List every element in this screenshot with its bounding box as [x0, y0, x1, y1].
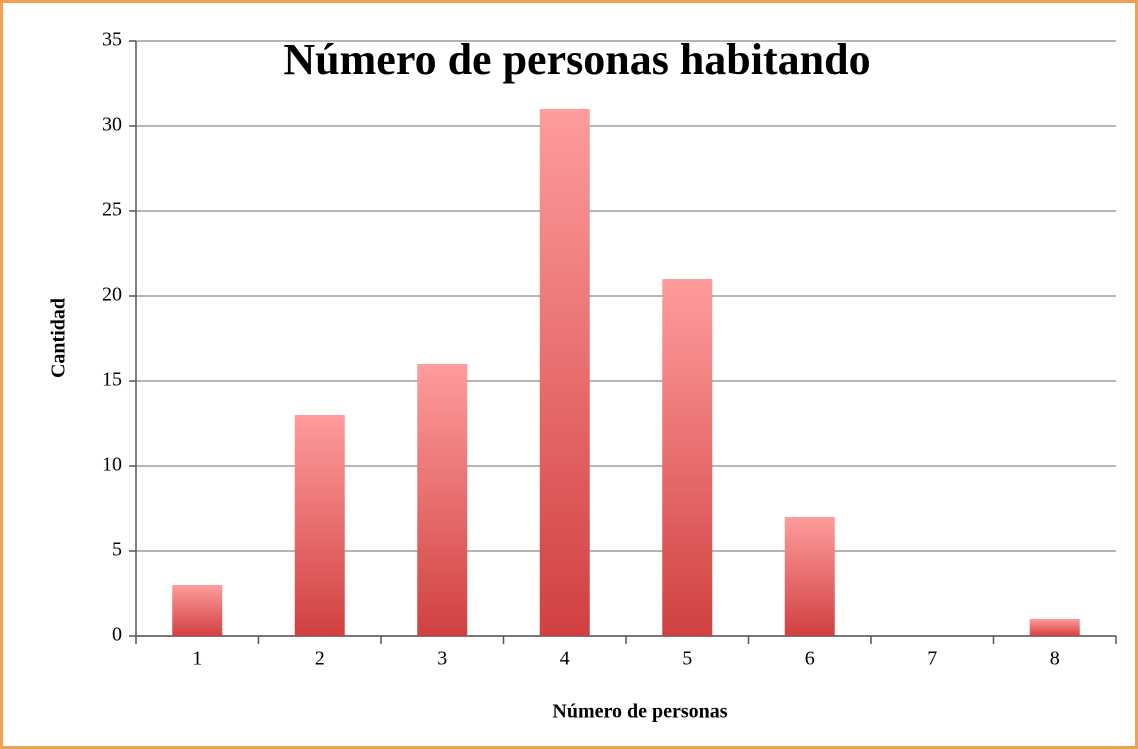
y-tick-label: 20 — [102, 284, 122, 306]
y-tick-label: 25 — [102, 199, 122, 221]
y-tick-label: 35 — [102, 29, 122, 51]
bar — [662, 279, 713, 636]
bar — [294, 415, 345, 636]
bar — [172, 585, 223, 636]
x-tick-label: 2 — [315, 648, 325, 670]
bar — [417, 364, 468, 636]
x-tick-label: 5 — [682, 648, 692, 670]
bar — [539, 109, 590, 636]
bar — [1029, 619, 1080, 636]
y-tick-label: 5 — [112, 539, 122, 561]
x-tick-label: 4 — [560, 648, 570, 670]
x-tick-label: 3 — [437, 648, 447, 670]
y-tick-label: 30 — [102, 114, 122, 136]
y-tick-label: 10 — [102, 454, 122, 476]
y-tick-label: 0 — [112, 624, 122, 646]
chart-title: Número de personas habitando — [283, 35, 870, 84]
x-axis-label: Número de personas — [552, 701, 727, 723]
x-tick-label: 1 — [192, 648, 202, 670]
x-tick-label: 8 — [1050, 648, 1060, 670]
x-tick-label: 6 — [805, 648, 815, 670]
bar — [784, 517, 835, 636]
y-tick-label: 15 — [102, 369, 122, 391]
x-tick-label: 7 — [927, 648, 937, 670]
y-axis-label: Cantidad — [48, 298, 70, 378]
